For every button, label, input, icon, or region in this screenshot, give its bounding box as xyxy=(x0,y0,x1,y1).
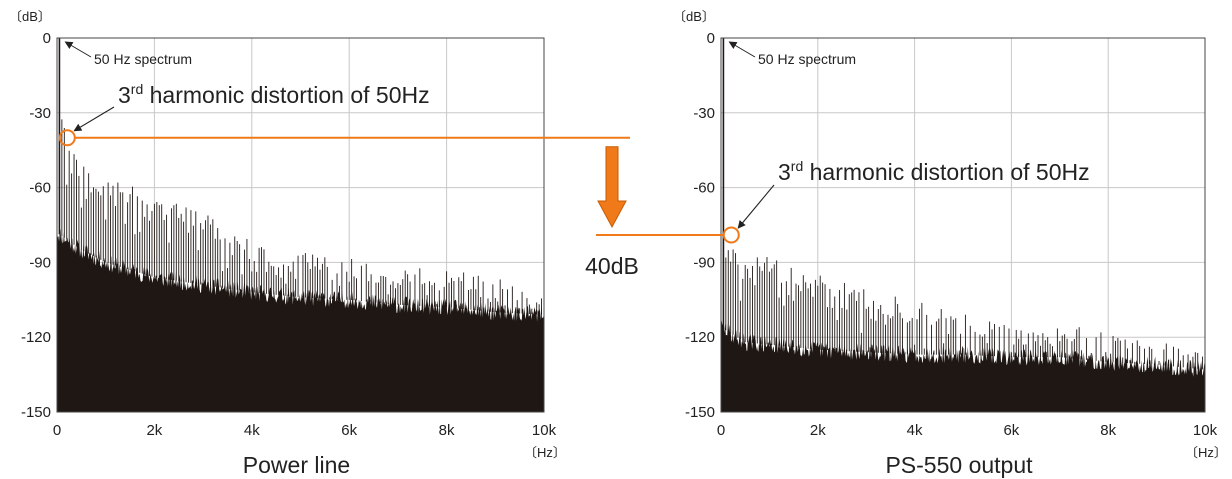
annotation-arrow xyxy=(737,184,775,229)
attenuation-label: 40dB xyxy=(585,253,639,279)
x-tick-label: 4k xyxy=(907,422,923,439)
harmonic-marker-circle xyxy=(58,129,76,147)
x-tick-label: 10k xyxy=(532,422,557,439)
chart-caption: Power line xyxy=(243,452,350,478)
noise-floor-area xyxy=(57,228,544,412)
x-tick-label: 6k xyxy=(341,422,357,439)
y-tick-label: -60 xyxy=(29,180,51,197)
x-tick-label: 4k xyxy=(244,422,260,439)
y-axis-unit: 〔dB〕 xyxy=(9,9,51,24)
x-tick-label: 0 xyxy=(53,422,61,439)
x-tick-label: 10k xyxy=(1193,422,1218,439)
y-tick-label: -30 xyxy=(693,105,715,122)
annotation-arrow xyxy=(728,41,756,58)
x-tick-label: 8k xyxy=(439,422,455,439)
y-axis-unit: 〔dB〕 xyxy=(673,9,715,24)
harmonic-spikes xyxy=(722,233,1204,370)
y-tick-label: 0 xyxy=(707,30,715,47)
y-tick-label: 0 xyxy=(43,30,51,47)
attenuation-arrow xyxy=(597,146,627,229)
y-tick-label: -120 xyxy=(21,329,51,346)
x-tick-label: 2k xyxy=(146,422,162,439)
plot-frame xyxy=(56,37,545,413)
y-tick-label: -120 xyxy=(685,329,715,346)
y-tick-label: -150 xyxy=(685,404,715,421)
y-tick-label: -90 xyxy=(29,254,51,271)
chart-caption: PS-550 output xyxy=(885,452,1033,478)
y-tick-label: -30 xyxy=(29,105,51,122)
annotation-3rd-harmonic: 3rd harmonic distortion of 50Hz xyxy=(778,158,1090,185)
annotation-arrow xyxy=(64,41,92,58)
x-tick-label: 8k xyxy=(1100,422,1116,439)
x-axis-unit: 〔Hz〕 xyxy=(1185,445,1227,460)
annotation-50hz-spectrum: 50 Hz spectrum xyxy=(758,51,856,67)
annotation-50hz-spectrum: 50 Hz spectrum xyxy=(94,51,192,67)
x-tick-label: 6k xyxy=(1003,422,1019,439)
noise-floor-area xyxy=(721,320,1205,412)
x-axis-unit: 〔Hz〕 xyxy=(524,445,566,460)
annotation-arrow xyxy=(73,106,115,132)
annotation-3rd-harmonic: 3rd harmonic distortion of 50Hz xyxy=(118,81,430,108)
plot-frame xyxy=(720,37,1206,413)
x-tick-label: 0 xyxy=(717,422,725,439)
attenuation-connector: 40dB xyxy=(75,136,724,279)
y-tick-label: -150 xyxy=(21,404,51,421)
harmonic-marker-circle xyxy=(722,226,740,244)
x-tick-label: 2k xyxy=(810,422,826,439)
y-tick-label: -90 xyxy=(693,254,715,271)
y-tick-label: -60 xyxy=(693,180,715,197)
